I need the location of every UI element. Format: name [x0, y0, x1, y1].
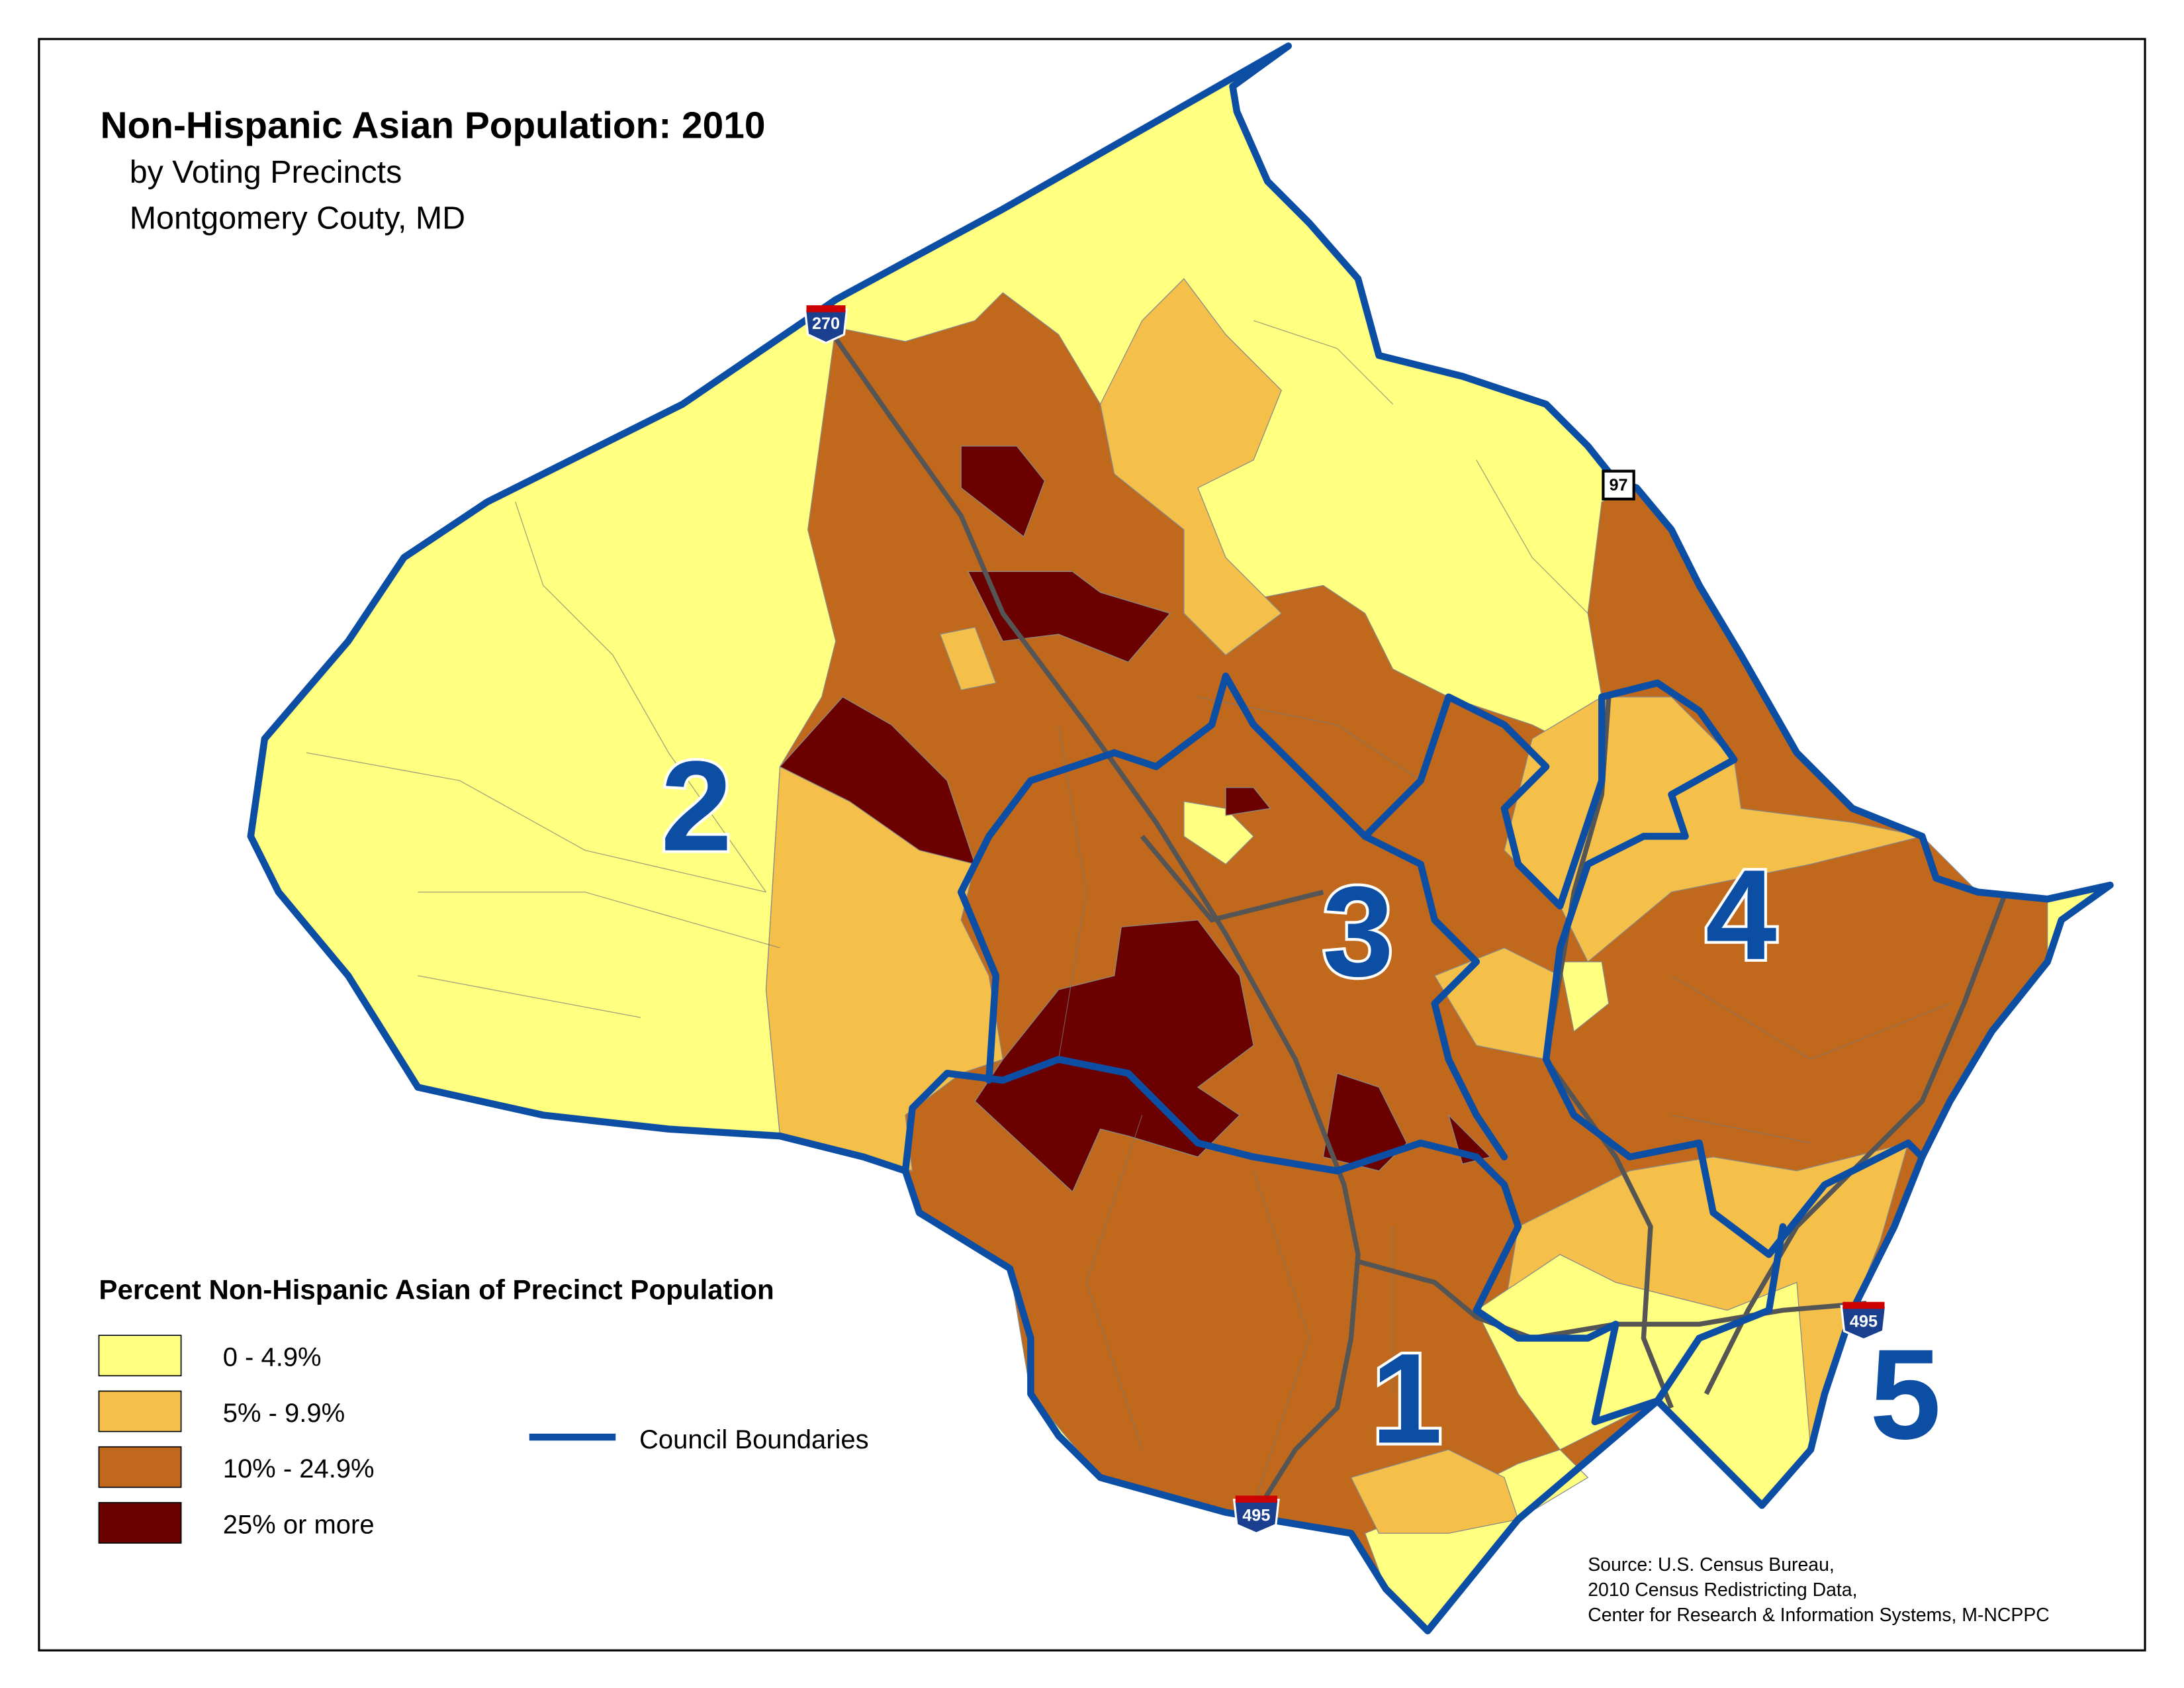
highway-label: 270: [812, 314, 840, 333]
region-yellow: [1559, 961, 1610, 1033]
source: Source: U.S. Census Bureau, 2010 Census …: [1588, 1554, 2050, 1626]
legend-label: 10% - 24.9%: [223, 1454, 375, 1483]
legend-title: Percent Non-Hispanic Asian of Precinct P…: [99, 1274, 774, 1305]
source-line: Center for Research & Information System…: [1588, 1605, 2050, 1626]
source-line: Source: U.S. Census Bureau,: [1588, 1554, 1835, 1575]
region-dark: [1225, 787, 1271, 816]
legend-swatch: [98, 1446, 182, 1488]
legend-swatch: [98, 1502, 182, 1544]
region-dark: [960, 445, 1046, 538]
shield-top: [1843, 1301, 1885, 1309]
legend-swatch: [98, 1390, 182, 1432]
legend-swatch: [98, 1335, 182, 1377]
district-label: 5: [1870, 1323, 1941, 1466]
region-orange: [939, 626, 997, 691]
legend-label: 0 - 4.9%: [223, 1343, 322, 1372]
district-label: 1: [1371, 1327, 1443, 1470]
region-orange: [1099, 278, 1283, 656]
title: Non-Hispanic Asian Population: 2010: [101, 105, 766, 146]
shield: [1602, 469, 1635, 500]
subtitle: Montgomery Couty, MD: [130, 200, 465, 236]
district-label: 3: [1322, 861, 1394, 1004]
roads: [831, 333, 2009, 1507]
source-line: 2010 Census Redistricting Data,: [1588, 1579, 1857, 1601]
precinct-lines: [306, 320, 1950, 1506]
district-line: [957, 672, 1508, 1160]
district-line: [901, 1056, 1522, 1314]
district-line: [1473, 1223, 1787, 1426]
shield-top: [1235, 1495, 1277, 1503]
legend-boundary-label: Council Boundaries: [639, 1425, 869, 1454]
region-yellow: [1183, 801, 1255, 865]
highway-label: 97: [1609, 476, 1627, 494]
highway-label: 495: [1242, 1506, 1270, 1524]
legend: Percent Non-Hispanic Asian of Precinct P…: [98, 1274, 869, 1544]
highway-shields: 270 97 495 495: [803, 305, 1888, 1534]
legend-label: 5% - 9.9%: [223, 1399, 345, 1428]
highway-label: 495: [1850, 1313, 1878, 1331]
precinct-fills: [250, 45, 2111, 1632]
district-label: 2: [660, 735, 732, 878]
district-label: 4: [1706, 844, 1777, 987]
subtitle: by Voting Precincts: [130, 154, 402, 190]
district-line: [1361, 679, 1926, 1258]
shield-top: [806, 305, 846, 312]
legend-label: 25% or more: [223, 1510, 375, 1539]
region-dark: [967, 571, 1171, 663]
district-labels: 1 2 3 4 5: [658, 732, 1944, 1473]
region-dark: [974, 919, 1254, 1193]
region-dark: [779, 696, 976, 865]
